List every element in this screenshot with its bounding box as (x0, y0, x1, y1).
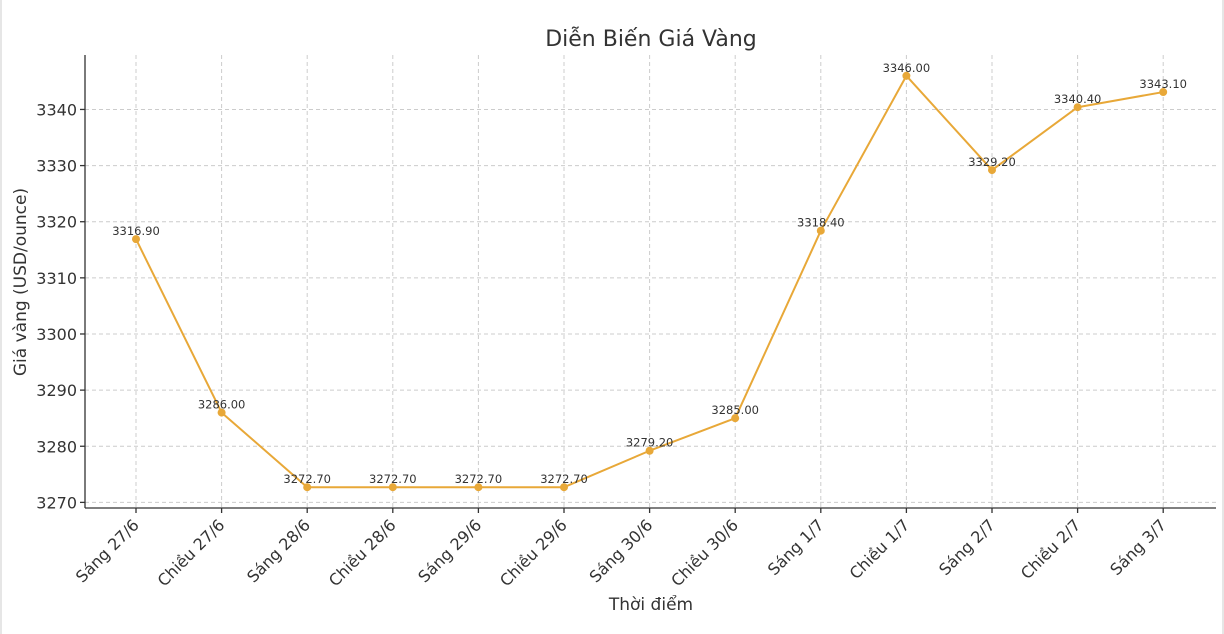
y-tick-label: 3320 (36, 213, 77, 232)
x-tick-label: Sáng 28/6 (243, 515, 314, 586)
data-label: 3346.00 (883, 61, 931, 75)
data-point (988, 166, 996, 175)
y-tick-label: 3270 (36, 493, 77, 512)
chart-title: Diễn Biến Giá Vàng (545, 26, 757, 52)
data-label: 3272.70 (540, 472, 588, 486)
data-label: 3329.20 (968, 155, 1016, 169)
x-tick-label: Sáng 1/7 (764, 515, 828, 579)
y-axis-label: Giá vàng (USD/ounce) (11, 188, 31, 376)
y-tick-label: 3310 (36, 269, 77, 288)
data-point (303, 483, 312, 492)
axes-layer (84, 55, 1216, 509)
data-point (645, 446, 654, 455)
x-tick-label: Chiều 29/6 (496, 515, 571, 590)
data-label: 3316.90 (112, 224, 160, 238)
y-tick-label: 3280 (36, 437, 77, 456)
data-label: 3340.40 (1054, 92, 1102, 106)
data-point (902, 71, 911, 80)
data-point (1159, 88, 1168, 97)
x-tick-label: Sáng 29/6 (414, 515, 485, 586)
data-point (132, 235, 140, 244)
data-label: 3272.70 (455, 472, 503, 486)
grid-layer (85, 55, 1216, 508)
data-label: 3272.70 (283, 472, 331, 486)
x-tick-label: Sáng 30/6 (586, 515, 657, 586)
x-tick-label: Sáng 2/7 (935, 515, 999, 579)
data-point (388, 483, 397, 492)
data-label: 3286.00 (198, 398, 246, 412)
data-label: 3272.70 (369, 472, 417, 486)
y-tick-label: 3340 (36, 100, 77, 119)
data-label: 3343.10 (1139, 77, 1187, 91)
data-point (1073, 103, 1082, 112)
data-point (816, 226, 825, 235)
x-tick-label: Chiều 30/6 (667, 515, 742, 590)
data-point (560, 483, 568, 492)
data-point (731, 414, 740, 423)
data-point (217, 408, 226, 417)
ticks-layer: 3270 3280 3290 3300 3310 3320 3330 3340 Sáng 27/… (36, 100, 1170, 590)
data-point (474, 483, 483, 492)
x-tick-label: Chiều 1/7 (846, 515, 914, 583)
data-label: 3318.40 (797, 216, 845, 230)
y-tick-label: 3330 (36, 157, 77, 176)
data-label: 3285.00 (711, 403, 759, 417)
y-tick-label: 3300 (36, 325, 77, 344)
x-tick-label: Sáng 27/6 (72, 515, 143, 586)
x-tick-label: Chiều 28/6 (325, 515, 400, 590)
series-layer (132, 71, 1168, 492)
y-tick-label: 3290 (36, 381, 77, 400)
data-label: 3279.20 (626, 436, 674, 450)
x-tick-label: Sáng 3/7 (1106, 515, 1170, 579)
x-tick-label: Chiều 2/7 (1017, 515, 1085, 583)
data-labels-layer: 3316.90 3286.00 3272.70 3272.70 3272.70 3272.… (112, 61, 1187, 486)
x-tick-label: Chiều 27/6 (154, 515, 229, 590)
x-axis-label: Thời điểm (608, 594, 693, 615)
